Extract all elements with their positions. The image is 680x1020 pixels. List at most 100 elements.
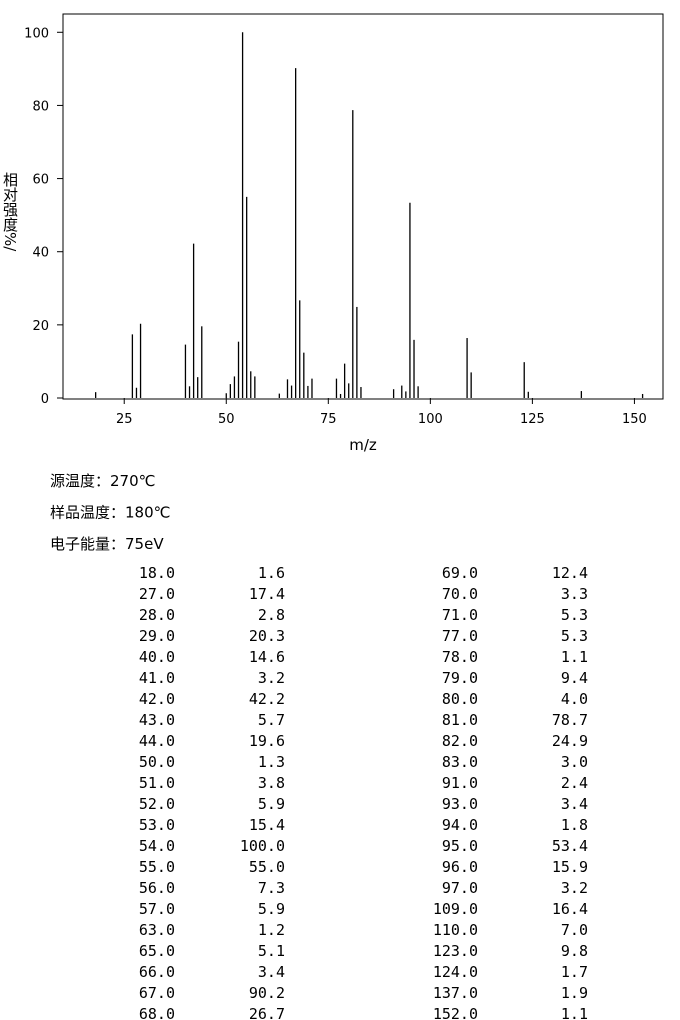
intensity-cell: 26.7 xyxy=(249,1005,285,1020)
intensity-cell: 19.6 xyxy=(249,732,285,750)
intensity-cell: 53.4 xyxy=(552,837,588,855)
y-tick-label: 20 xyxy=(32,319,49,334)
mz-cell: 69.0 xyxy=(442,564,478,582)
mz-cell: 63.0 xyxy=(139,921,175,939)
intensity-cell: 1.3 xyxy=(258,753,285,771)
intensity-cell: 7.3 xyxy=(258,879,285,897)
y-tick-label: 60 xyxy=(32,173,49,188)
mz-cell: 41.0 xyxy=(139,669,175,687)
x-tick-label: 50 xyxy=(218,412,235,427)
mz-cell: 68.0 xyxy=(139,1005,175,1020)
info-line: 样品温度：180℃ xyxy=(50,504,170,522)
y-tick-label: 80 xyxy=(32,99,49,114)
intensity-cell: 15.4 xyxy=(249,816,285,834)
y-tick-label: 0 xyxy=(41,392,49,407)
mz-cell: 109.0 xyxy=(433,900,478,918)
mz-cell: 81.0 xyxy=(442,711,478,729)
mz-cell: 77.0 xyxy=(442,627,478,645)
x-axis-label: m/z xyxy=(349,436,377,454)
mz-cell: 96.0 xyxy=(442,858,478,876)
intensity-cell: 3.4 xyxy=(561,795,588,813)
intensity-cell: 3.4 xyxy=(258,963,285,981)
x-tick-label: 125 xyxy=(520,412,545,427)
x-tick-label: 100 xyxy=(418,412,443,427)
intensity-cell: 3.2 xyxy=(561,879,588,897)
x-tick-label: 25 xyxy=(116,412,133,427)
intensity-cell: 1.8 xyxy=(561,816,588,834)
plot-frame xyxy=(62,13,664,400)
intensity-cell: 5.9 xyxy=(258,795,285,813)
x-tick-label: 150 xyxy=(622,412,647,427)
intensity-cell: 15.9 xyxy=(552,858,588,876)
mz-cell: 57.0 xyxy=(139,900,175,918)
mz-cell: 29.0 xyxy=(139,627,175,645)
intensity-cell: 1.6 xyxy=(258,564,285,582)
intensity-cell: 90.2 xyxy=(249,984,285,1002)
y-tick-label: 40 xyxy=(32,246,49,261)
mz-cell: 94.0 xyxy=(442,816,478,834)
intensity-cell: 55.0 xyxy=(249,858,285,876)
mz-cell: 27.0 xyxy=(139,585,175,603)
mz-cell: 123.0 xyxy=(433,942,478,960)
intensity-cell: 1.2 xyxy=(258,921,285,939)
info-line: 电子能量：75eV xyxy=(50,535,164,553)
intensity-cell: 14.6 xyxy=(249,648,285,666)
intensity-cell: 1.1 xyxy=(561,1005,588,1020)
mz-cell: 28.0 xyxy=(139,606,175,624)
intensity-cell: 5.7 xyxy=(258,711,285,729)
intensity-cell: 3.0 xyxy=(561,753,588,771)
mz-cell: 82.0 xyxy=(442,732,478,750)
intensity-cell: 78.7 xyxy=(552,711,588,729)
mz-cell: 50.0 xyxy=(139,753,175,771)
mz-cell: 78.0 xyxy=(442,648,478,666)
mz-cell: 56.0 xyxy=(139,879,175,897)
intensity-cell: 5.3 xyxy=(561,627,588,645)
intensity-cell: 5.9 xyxy=(258,900,285,918)
intensity-cell: 2.4 xyxy=(561,774,588,792)
x-tick-label: 75 xyxy=(320,412,337,427)
mz-cell: 53.0 xyxy=(139,816,175,834)
intensity-cell: 2.8 xyxy=(258,606,285,624)
mz-cell: 66.0 xyxy=(139,963,175,981)
intensity-cell: 9.8 xyxy=(561,942,588,960)
mz-cell: 97.0 xyxy=(442,879,478,897)
mz-cell: 137.0 xyxy=(433,984,478,1002)
mz-cell: 65.0 xyxy=(139,942,175,960)
intensity-cell: 4.0 xyxy=(561,690,588,708)
mz-cell: 93.0 xyxy=(442,795,478,813)
mz-cell: 110.0 xyxy=(433,921,478,939)
mz-cell: 71.0 xyxy=(442,606,478,624)
y-axis-label: 相对强度%/ xyxy=(1,172,19,252)
intensity-cell: 42.2 xyxy=(249,690,285,708)
intensity-cell: 3.3 xyxy=(561,585,588,603)
mz-cell: 95.0 xyxy=(442,837,478,855)
mz-cell: 83.0 xyxy=(442,753,478,771)
mz-cell: 43.0 xyxy=(139,711,175,729)
intensity-cell: 100.0 xyxy=(240,837,285,855)
mz-cell: 42.0 xyxy=(139,690,175,708)
intensity-cell: 12.4 xyxy=(552,564,588,582)
intensity-cell: 1.1 xyxy=(561,648,588,666)
intensity-cell: 17.4 xyxy=(249,585,285,603)
mz-cell: 40.0 xyxy=(139,648,175,666)
mz-cell: 67.0 xyxy=(139,984,175,1002)
intensity-cell: 1.9 xyxy=(561,984,588,1002)
mz-cell: 51.0 xyxy=(139,774,175,792)
intensity-cell: 7.0 xyxy=(561,921,588,939)
mz-cell: 52.0 xyxy=(139,795,175,813)
intensity-cell: 16.4 xyxy=(552,900,588,918)
intensity-cell: 9.4 xyxy=(561,669,588,687)
mz-cell: 124.0 xyxy=(433,963,478,981)
y-tick-label: 100 xyxy=(24,26,49,41)
info-line: 源温度：270℃ xyxy=(50,472,155,490)
mz-cell: 91.0 xyxy=(442,774,478,792)
mz-cell: 152.0 xyxy=(433,1005,478,1020)
intensity-cell: 24.9 xyxy=(552,732,588,750)
intensity-cell: 3.2 xyxy=(258,669,285,687)
mz-cell: 79.0 xyxy=(442,669,478,687)
mz-cell: 18.0 xyxy=(139,564,175,582)
mz-cell: 55.0 xyxy=(139,858,175,876)
intensity-cell: 5.1 xyxy=(258,942,285,960)
intensity-cell: 20.3 xyxy=(249,627,285,645)
